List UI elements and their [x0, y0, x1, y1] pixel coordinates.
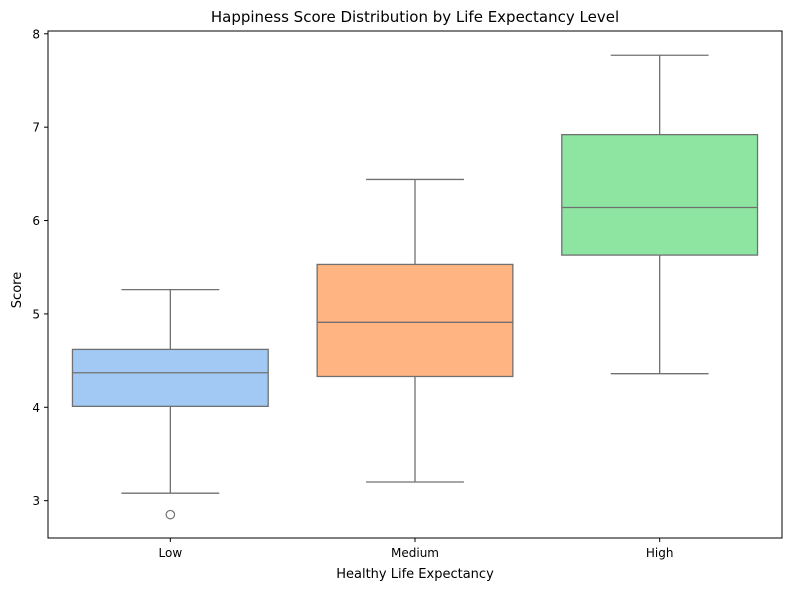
y-tick-label: 4	[32, 401, 40, 415]
y-tick-label: 6	[32, 214, 40, 228]
iqr-box	[561, 133, 759, 256]
y-tick-label: 8	[32, 27, 40, 41]
box-group-high	[561, 54, 759, 375]
x-axis-label: Healthy Life Expectancy	[336, 567, 494, 582]
box-group-medium	[316, 178, 514, 483]
plot-area	[71, 54, 759, 520]
outlier-point	[165, 509, 176, 520]
y-tick-label: 5	[32, 307, 40, 321]
iqr-box	[316, 263, 514, 378]
y-tick-label: 3	[32, 494, 40, 508]
iqr-box	[71, 348, 269, 407]
x-tick-label: Medium	[391, 546, 439, 560]
x-tick-label: Low	[159, 546, 183, 560]
box-group-low	[71, 288, 269, 520]
y-tick-label: 7	[32, 121, 40, 135]
chart-title: Happiness Score Distribution by Life Exp…	[211, 8, 619, 26]
x-tick-label: High	[646, 546, 674, 560]
y-axis-label: Score	[10, 272, 25, 308]
